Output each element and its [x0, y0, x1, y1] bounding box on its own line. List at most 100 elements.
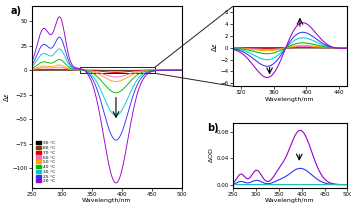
70 °C	[131, 70, 135, 72]
20 °C	[131, 112, 135, 114]
Y-axis label: $\Delta$OD: $\Delta$OD	[207, 147, 215, 163]
X-axis label: Wavelength/nm: Wavelength/nm	[82, 199, 132, 203]
40 °C	[131, 78, 135, 80]
Text: a): a)	[11, 6, 21, 16]
Line: 50 °C: 50 °C	[32, 65, 182, 81]
50 °C	[119, 79, 123, 82]
50 °C	[144, 70, 148, 72]
X-axis label: Wavelength/nm: Wavelength/nm	[265, 199, 315, 203]
40 °C	[68, 67, 73, 70]
Line: 70 °C: 70 °C	[32, 69, 182, 73]
90 °C	[29, 69, 34, 71]
60 °C	[68, 68, 73, 71]
80 °C	[98, 69, 102, 72]
20 °C	[180, 69, 184, 71]
30 °C	[131, 86, 135, 89]
50 °C	[180, 69, 184, 71]
25 °C	[114, 139, 118, 141]
20 °C	[114, 182, 118, 184]
50 °C	[98, 73, 102, 76]
50 °C	[58, 64, 62, 66]
60 °C	[29, 68, 34, 71]
50 °C	[29, 68, 34, 71]
80 °C	[56, 68, 60, 71]
20 °C	[56, 16, 60, 19]
25 °C	[58, 36, 62, 38]
60 °C	[58, 66, 62, 68]
Legend: 90 °C, 80 °C, 70 °C, 60 °C, 50 °C, 40 °C, 30 °C, 25 °C, 20 °C: 90 °C, 80 °C, 70 °C, 60 °C, 50 °C, 40 °C…	[35, 141, 55, 184]
40 °C	[58, 58, 62, 61]
25 °C	[119, 133, 123, 136]
70 °C	[68, 69, 73, 71]
60 °C	[180, 69, 184, 71]
80 °C	[114, 70, 118, 72]
Line: 90 °C: 90 °C	[32, 70, 182, 71]
30 °C	[98, 87, 102, 90]
90 °C	[131, 69, 135, 72]
25 °C	[56, 37, 60, 39]
20 °C	[68, 60, 73, 63]
20 °C	[58, 16, 62, 18]
Text: b): b)	[207, 122, 219, 133]
80 °C	[131, 69, 135, 72]
20 °C	[29, 61, 34, 64]
Line: 60 °C: 60 °C	[32, 67, 182, 77]
Line: 30 °C: 30 °C	[32, 49, 182, 115]
25 °C	[180, 69, 184, 71]
70 °C	[180, 69, 184, 71]
60 °C	[98, 72, 102, 74]
40 °C	[56, 59, 60, 61]
30 °C	[144, 71, 148, 74]
Line: 25 °C: 25 °C	[32, 37, 182, 140]
60 °C	[131, 71, 135, 74]
Y-axis label: $\Delta\varepsilon$: $\Delta\varepsilon$	[2, 92, 11, 102]
90 °C	[180, 69, 184, 71]
60 °C	[56, 66, 60, 68]
90 °C	[114, 69, 118, 72]
40 °C	[119, 90, 123, 92]
90 °C	[144, 69, 148, 71]
70 °C	[98, 70, 102, 72]
60 °C	[119, 75, 123, 78]
40 °C	[144, 70, 148, 73]
70 °C	[56, 68, 60, 70]
30 °C	[56, 48, 60, 51]
40 °C	[29, 67, 34, 70]
90 °C	[98, 69, 102, 72]
60 °C	[114, 76, 118, 78]
40 °C	[180, 69, 184, 71]
30 °C	[114, 114, 118, 117]
70 °C	[144, 69, 148, 72]
90 °C	[58, 69, 62, 71]
70 °C	[119, 71, 123, 74]
80 °C	[68, 69, 73, 71]
Line: 20 °C: 20 °C	[32, 17, 182, 183]
Y-axis label: $\Delta\varepsilon$: $\Delta\varepsilon$	[210, 41, 219, 52]
80 °C	[58, 68, 62, 71]
30 °C	[29, 66, 34, 68]
20 °C	[119, 173, 123, 175]
80 °C	[119, 70, 123, 72]
50 °C	[114, 80, 118, 83]
90 °C	[119, 69, 123, 72]
20 °C	[98, 114, 102, 117]
90 °C	[68, 69, 73, 71]
25 °C	[29, 64, 34, 67]
80 °C	[144, 69, 148, 71]
Bar	[80, 67, 155, 73]
20 °C	[144, 75, 148, 77]
90 °C	[56, 69, 60, 71]
25 °C	[131, 96, 135, 98]
X-axis label: Wavelength/nm: Wavelength/nm	[265, 97, 315, 102]
40 °C	[114, 91, 118, 94]
30 °C	[58, 48, 62, 50]
40 °C	[98, 78, 102, 81]
Line: 80 °C: 80 °C	[32, 70, 182, 71]
70 °C	[114, 71, 118, 74]
30 °C	[180, 69, 184, 71]
50 °C	[131, 73, 135, 76]
50 °C	[68, 68, 73, 71]
60 °C	[144, 69, 148, 72]
Line: 40 °C: 40 °C	[32, 60, 182, 93]
30 °C	[119, 110, 123, 113]
